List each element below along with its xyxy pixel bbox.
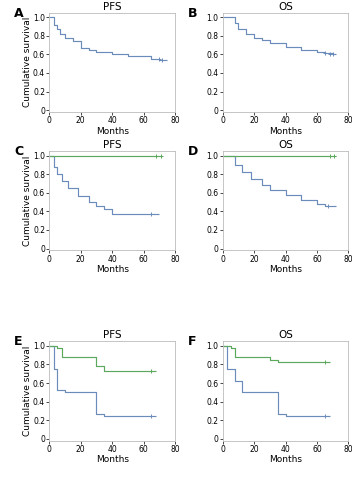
Text: F: F (188, 335, 196, 348)
Title: PFS: PFS (103, 140, 121, 150)
Y-axis label: Cumulative survival: Cumulative survival (23, 17, 32, 108)
Title: OS: OS (278, 330, 293, 340)
Title: PFS: PFS (103, 2, 121, 12)
Text: E: E (14, 335, 23, 348)
Text: B: B (188, 6, 197, 20)
X-axis label: Months: Months (96, 126, 128, 136)
Title: PFS: PFS (103, 330, 121, 340)
Title: OS: OS (278, 2, 293, 12)
X-axis label: Months: Months (96, 455, 128, 464)
X-axis label: Months: Months (96, 265, 128, 274)
Text: C: C (14, 145, 23, 158)
Text: D: D (188, 145, 198, 158)
Legend: VEGFR2 low, VEGFR2 high: VEGFR2 low, VEGFR2 high (120, 478, 277, 494)
Y-axis label: Cumulative survival: Cumulative survival (23, 346, 32, 436)
X-axis label: Months: Months (269, 265, 302, 274)
Text: A: A (14, 6, 24, 20)
Title: OS: OS (278, 140, 293, 150)
Y-axis label: Cumulative survival: Cumulative survival (23, 156, 32, 246)
X-axis label: Months: Months (269, 126, 302, 136)
Legend: PTCL-NOS, AITL: PTCL-NOS, AITL (144, 287, 254, 304)
X-axis label: Months: Months (269, 455, 302, 464)
